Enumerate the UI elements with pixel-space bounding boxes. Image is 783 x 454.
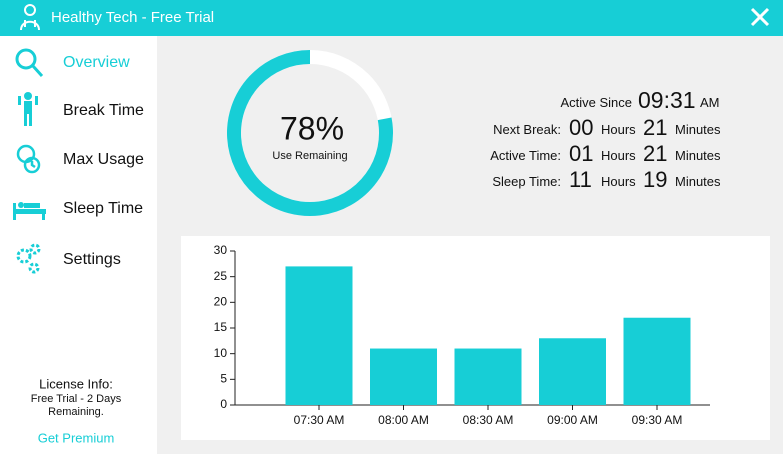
stat-unit: Hours <box>601 122 636 137</box>
stat-unit: Minutes <box>675 148 721 163</box>
stat-unit: Minutes <box>675 122 721 137</box>
settings-icon <box>16 243 41 274</box>
bar <box>623 317 691 405</box>
nav-item[interactable]: Settings <box>63 251 121 268</box>
stat-label: Next Break: <box>493 122 561 137</box>
stat-unit: Hours <box>601 174 636 189</box>
x-tick-label: 09:00 AM <box>547 413 598 427</box>
x-tick-label: 08:30 AM <box>463 413 514 427</box>
bar <box>370 348 437 405</box>
stat-unit: Hours <box>601 148 636 163</box>
sleep-icon <box>13 202 46 220</box>
window-title: Healthy Tech - Free Trial <box>51 9 214 26</box>
y-tick-label: 10 <box>214 346 228 360</box>
bar <box>454 348 522 405</box>
usage-percent: 78% <box>280 110 344 146</box>
nav-item[interactable]: Overview <box>63 54 130 71</box>
stat-hours: 01 <box>569 141 593 166</box>
usage-ring <box>227 50 393 216</box>
license-text: Free Trial - 2 Days Remaining. <box>30 393 122 418</box>
nav-item[interactable]: Sleep Time <box>63 200 143 217</box>
bar <box>285 266 353 405</box>
usage-icon <box>16 144 41 174</box>
overview-icon <box>15 48 44 78</box>
break-icon <box>18 92 38 126</box>
bar <box>539 338 606 405</box>
x-tick-label: 09:30 AM <box>632 413 683 427</box>
y-tick-label: 30 <box>214 243 228 257</box>
y-tick-label: 5 <box>220 372 227 386</box>
stat-label: Sleep Time: <box>492 174 561 189</box>
x-tick-label: 07:30 AM <box>294 413 345 427</box>
stat-unit: Minutes <box>675 174 721 189</box>
y-tick-label: 25 <box>214 269 228 283</box>
nav-item[interactable]: Max Usage <box>63 151 144 168</box>
stat-minutes: 21 <box>643 115 667 140</box>
stat-time: 09:31 <box>638 87 696 113</box>
usage-caption: Use Remaining <box>272 150 347 162</box>
stat-hours: 11 <box>569 167 592 192</box>
stat-label: Active Since <box>560 95 632 110</box>
stat-hours: 00 <box>569 115 593 140</box>
y-tick-label: 20 <box>214 295 228 309</box>
close-button[interactable] <box>750 7 770 27</box>
x-tick-label: 08:00 AM <box>378 413 429 427</box>
stat-minutes: 21 <box>643 141 667 166</box>
app-logo <box>20 4 40 31</box>
y-tick-label: 15 <box>214 320 228 334</box>
stat-period: AM <box>700 95 720 110</box>
title-bar <box>0 0 783 36</box>
stat-label: Active Time: <box>490 148 561 163</box>
premium-link[interactable]: Get Premium <box>38 430 115 445</box>
y-tick-label: 0 <box>220 397 227 411</box>
nav-item[interactable]: Break Time <box>63 102 144 119</box>
stat-minutes: 19 <box>643 167 667 192</box>
license-label: License Info: <box>39 376 113 391</box>
